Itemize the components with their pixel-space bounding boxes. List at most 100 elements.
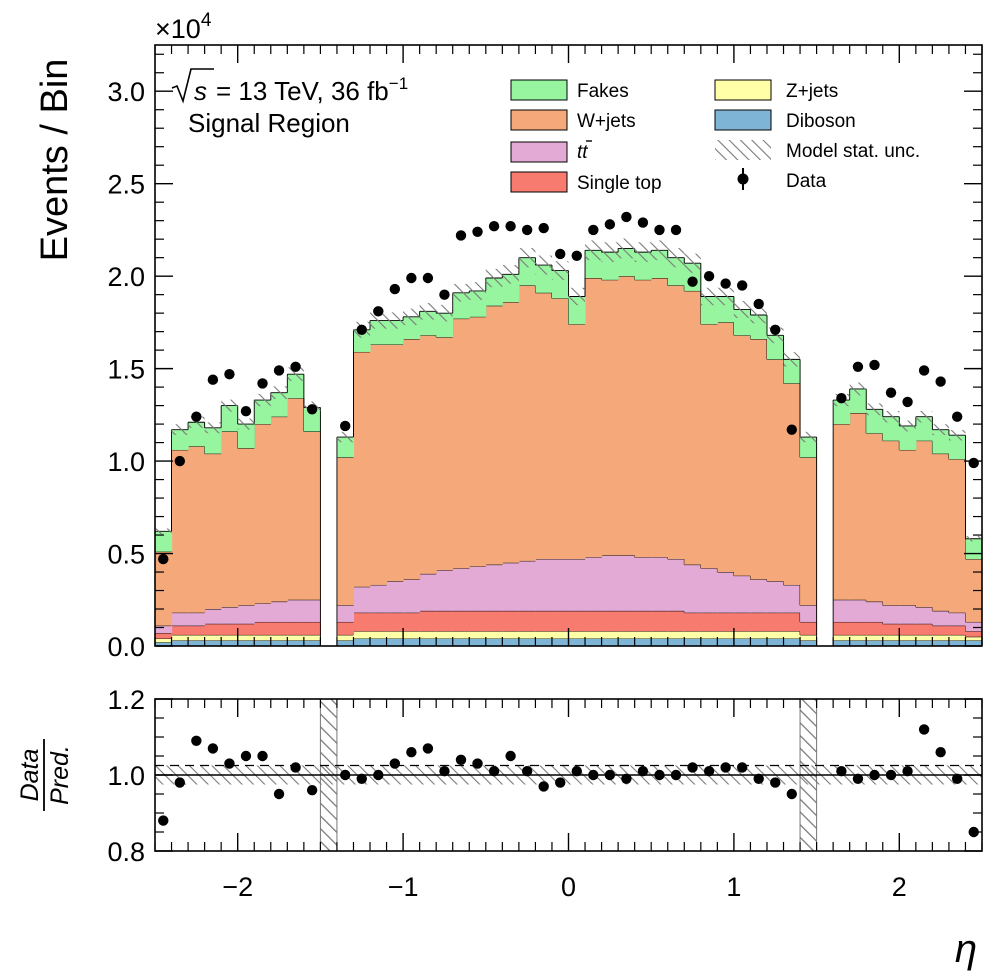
- ratio-point: [670, 769, 682, 781]
- legend-swatch-singletop: [510, 171, 568, 193]
- bar-wjets: [237, 448, 255, 606]
- bar-diboson: [469, 638, 487, 646]
- bar-wjets: [386, 344, 404, 582]
- bar-wjets: [783, 383, 801, 585]
- bar-diboson: [700, 638, 718, 646]
- data-point: [720, 278, 731, 289]
- ratio-point: [885, 769, 897, 781]
- data-point: [736, 280, 748, 291]
- bar-wjets: [866, 433, 884, 602]
- y-tick-label: 1.5: [107, 355, 145, 385]
- data-point: [885, 387, 897, 398]
- ratio-point: [571, 766, 582, 777]
- bar-diboson: [502, 638, 520, 646]
- bar-singletop: [866, 621, 884, 635]
- bar-zjets: [800, 634, 818, 641]
- unc-hatch: [684, 253, 701, 273]
- bar-singletop: [601, 610, 619, 632]
- bar-wjets: [651, 278, 669, 558]
- bar-wjets: [750, 339, 768, 580]
- data-point: [935, 376, 946, 387]
- ratio-point: [703, 766, 715, 777]
- data-point: [521, 224, 533, 236]
- unc-hatch: [733, 301, 751, 318]
- main-y-axis-label: Events / Bin: [34, 59, 76, 262]
- legend-swatch-diboson: [714, 109, 772, 131]
- bar-zjets: [535, 631, 553, 639]
- bar-singletop: [287, 621, 305, 635]
- bar-diboson: [585, 638, 603, 646]
- bar-diboson: [634, 638, 652, 646]
- data-point: [902, 396, 913, 408]
- bar-zjets: [932, 634, 950, 641]
- bar-singletop: [353, 612, 371, 632]
- bar-singletop: [419, 610, 437, 632]
- data-point: [290, 361, 301, 372]
- bar-singletop: [171, 625, 189, 635]
- ratio-point: [555, 777, 566, 788]
- ratio-point: [836, 766, 847, 777]
- ratio-point: [786, 788, 797, 800]
- data-point: [918, 365, 930, 376]
- unc-hatch: [254, 393, 271, 407]
- unc-hatch: [568, 287, 586, 306]
- data-point: [191, 411, 202, 422]
- y-scale-multiplier: ×104: [155, 10, 212, 44]
- bar-singletop: [188, 625, 206, 635]
- bar-zjets: [551, 631, 570, 639]
- ratio-point: [240, 750, 252, 762]
- bar-diboson: [948, 640, 967, 646]
- bar-wjets: [535, 292, 553, 560]
- bar-ttbar: [370, 584, 388, 613]
- unc-hatch: [882, 410, 900, 423]
- data-point: [439, 289, 450, 300]
- data-points: [158, 211, 979, 565]
- bar-diboson: [618, 638, 636, 646]
- bar-diboson: [403, 638, 421, 646]
- legend: Fakes W+jets tt Single top Z+jets Diboso…: [510, 79, 920, 194]
- data-point: [951, 411, 963, 422]
- bar-wjets: [303, 431, 321, 600]
- data-point: [538, 222, 549, 234]
- unc-hatch: [717, 287, 734, 306]
- bar-fakes: [899, 425, 917, 450]
- data-point: [488, 221, 500, 232]
- bar-ttbar: [452, 568, 470, 611]
- bar-zjets: [948, 634, 967, 641]
- unc-hatch: [915, 410, 933, 423]
- unc-hatch: [336, 431, 354, 443]
- bar-zjets: [171, 634, 189, 641]
- bar-wjets: [684, 290, 702, 565]
- bar-diboson: [171, 640, 189, 646]
- data-point: [571, 250, 582, 262]
- unc-hatch: [518, 247, 536, 268]
- bar-diboson: [932, 640, 950, 646]
- unc-hatch: [651, 240, 668, 261]
- bar-wjets: [403, 339, 421, 580]
- bar-zjets: [188, 634, 206, 641]
- bar-ttbar: [221, 607, 239, 624]
- ratio-point: [935, 747, 946, 758]
- unc-hatch: [618, 238, 635, 259]
- bar-ttbar: [303, 599, 321, 622]
- bar-zjets: [204, 634, 222, 641]
- bar-zjets: [849, 634, 867, 641]
- bar-wjets: [899, 449, 917, 606]
- unc-hatch: [436, 304, 453, 322]
- bar-fakes: [882, 416, 900, 441]
- bar-wjets: [370, 344, 388, 585]
- bar-zjets: [469, 631, 487, 639]
- bar-wjets: [568, 324, 586, 560]
- ratio-point: [373, 769, 384, 781]
- bar-fakes: [915, 416, 933, 441]
- ratio-point: [273, 788, 285, 800]
- ratio-y-tick-label: 0.8: [107, 837, 145, 867]
- bar-ttbar: [766, 581, 785, 613]
- bar-wjets: [585, 278, 603, 558]
- x-tick-label: −1: [388, 872, 419, 902]
- y-tick-label: 3.0: [107, 77, 145, 107]
- unc-hatch: [204, 422, 222, 434]
- unc-hatch: [171, 424, 189, 436]
- bar-ttbar: [287, 599, 305, 622]
